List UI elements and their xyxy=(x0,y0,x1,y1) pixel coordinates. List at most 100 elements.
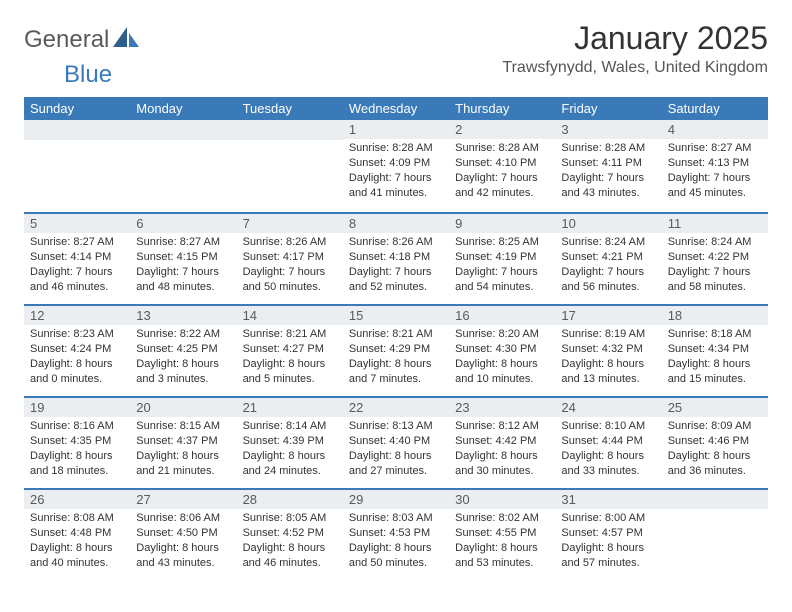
calendar-week: 19Sunrise: 8:16 AMSunset: 4:35 PMDayligh… xyxy=(24,396,768,488)
calendar-day: 9Sunrise: 8:25 AMSunset: 4:19 PMDaylight… xyxy=(449,212,555,304)
day-details: Sunrise: 8:00 AMSunset: 4:57 PMDaylight:… xyxy=(555,509,661,574)
day-number: 5 xyxy=(24,212,130,233)
day-number: 9 xyxy=(449,212,555,233)
day-number: 26 xyxy=(24,488,130,509)
day-details: Sunrise: 8:28 AMSunset: 4:09 PMDaylight:… xyxy=(343,139,449,204)
day-number: 31 xyxy=(555,488,661,509)
day-details: Sunrise: 8:18 AMSunset: 4:34 PMDaylight:… xyxy=(662,325,768,390)
calendar-day: 20Sunrise: 8:15 AMSunset: 4:37 PMDayligh… xyxy=(130,396,236,488)
title-block: January 2025 Trawsfynydd, Wales, United … xyxy=(502,20,768,77)
calendar-day: 16Sunrise: 8:20 AMSunset: 4:30 PMDayligh… xyxy=(449,304,555,396)
day-details: Sunrise: 8:27 AMSunset: 4:15 PMDaylight:… xyxy=(130,233,236,298)
day-number: 7 xyxy=(237,212,343,233)
calendar-day: 30Sunrise: 8:02 AMSunset: 4:55 PMDayligh… xyxy=(449,488,555,580)
day-number xyxy=(237,120,343,140)
calendar-day: 5Sunrise: 8:27 AMSunset: 4:14 PMDaylight… xyxy=(24,212,130,304)
day-number: 23 xyxy=(449,396,555,417)
calendar-day-empty xyxy=(24,120,130,212)
day-details: Sunrise: 8:10 AMSunset: 4:44 PMDaylight:… xyxy=(555,417,661,482)
day-details: Sunrise: 8:24 AMSunset: 4:22 PMDaylight:… xyxy=(662,233,768,298)
calendar-week: 26Sunrise: 8:08 AMSunset: 4:48 PMDayligh… xyxy=(24,488,768,580)
day-header: Tuesday xyxy=(237,97,343,120)
day-details: Sunrise: 8:21 AMSunset: 4:29 PMDaylight:… xyxy=(343,325,449,390)
calendar-day: 25Sunrise: 8:09 AMSunset: 4:46 PMDayligh… xyxy=(662,396,768,488)
day-header: Saturday xyxy=(662,97,768,120)
calendar-day: 27Sunrise: 8:06 AMSunset: 4:50 PMDayligh… xyxy=(130,488,236,580)
calendar-day: 12Sunrise: 8:23 AMSunset: 4:24 PMDayligh… xyxy=(24,304,130,396)
calendar-day: 6Sunrise: 8:27 AMSunset: 4:15 PMDaylight… xyxy=(130,212,236,304)
day-number: 30 xyxy=(449,488,555,509)
day-number: 20 xyxy=(130,396,236,417)
day-details: Sunrise: 8:02 AMSunset: 4:55 PMDaylight:… xyxy=(449,509,555,574)
day-number: 12 xyxy=(24,304,130,325)
day-details: Sunrise: 8:20 AMSunset: 4:30 PMDaylight:… xyxy=(449,325,555,390)
calendar-table: SundayMondayTuesdayWednesdayThursdayFrid… xyxy=(24,97,768,580)
calendar-day: 24Sunrise: 8:10 AMSunset: 4:44 PMDayligh… xyxy=(555,396,661,488)
calendar-day: 3Sunrise: 8:28 AMSunset: 4:11 PMDaylight… xyxy=(555,120,661,212)
day-number: 10 xyxy=(555,212,661,233)
logo-text-blue: Blue xyxy=(64,61,112,88)
calendar-head: SundayMondayTuesdayWednesdayThursdayFrid… xyxy=(24,97,768,120)
day-header: Thursday xyxy=(449,97,555,120)
day-number: 4 xyxy=(662,120,768,139)
day-details: Sunrise: 8:24 AMSunset: 4:21 PMDaylight:… xyxy=(555,233,661,298)
day-number xyxy=(130,120,236,140)
day-number: 13 xyxy=(130,304,236,325)
day-details: Sunrise: 8:28 AMSunset: 4:10 PMDaylight:… xyxy=(449,139,555,204)
day-details: Sunrise: 8:27 AMSunset: 4:13 PMDaylight:… xyxy=(662,139,768,204)
calendar-day-empty xyxy=(130,120,236,212)
day-number: 22 xyxy=(343,396,449,417)
calendar-day: 4Sunrise: 8:27 AMSunset: 4:13 PMDaylight… xyxy=(662,120,768,212)
calendar-day-empty xyxy=(662,488,768,580)
day-number: 27 xyxy=(130,488,236,509)
calendar-page: General January 2025 Trawsfynydd, Wales,… xyxy=(0,0,792,600)
day-details: Sunrise: 8:22 AMSunset: 4:25 PMDaylight:… xyxy=(130,325,236,390)
day-header: Sunday xyxy=(24,97,130,120)
calendar-day: 29Sunrise: 8:03 AMSunset: 4:53 PMDayligh… xyxy=(343,488,449,580)
day-number: 17 xyxy=(555,304,661,325)
day-details: Sunrise: 8:23 AMSunset: 4:24 PMDaylight:… xyxy=(24,325,130,390)
calendar-day: 7Sunrise: 8:26 AMSunset: 4:17 PMDaylight… xyxy=(237,212,343,304)
day-number: 11 xyxy=(662,212,768,233)
day-details: Sunrise: 8:13 AMSunset: 4:40 PMDaylight:… xyxy=(343,417,449,482)
day-header: Monday xyxy=(130,97,236,120)
day-details: Sunrise: 8:09 AMSunset: 4:46 PMDaylight:… xyxy=(662,417,768,482)
day-number: 21 xyxy=(237,396,343,417)
calendar-day: 21Sunrise: 8:14 AMSunset: 4:39 PMDayligh… xyxy=(237,396,343,488)
logo: General xyxy=(24,26,141,54)
day-details: Sunrise: 8:14 AMSunset: 4:39 PMDaylight:… xyxy=(237,417,343,482)
day-details: Sunrise: 8:27 AMSunset: 4:14 PMDaylight:… xyxy=(24,233,130,298)
calendar-day: 11Sunrise: 8:24 AMSunset: 4:22 PMDayligh… xyxy=(662,212,768,304)
calendar-day: 28Sunrise: 8:05 AMSunset: 4:52 PMDayligh… xyxy=(237,488,343,580)
calendar-day: 23Sunrise: 8:12 AMSunset: 4:42 PMDayligh… xyxy=(449,396,555,488)
day-details: Sunrise: 8:05 AMSunset: 4:52 PMDaylight:… xyxy=(237,509,343,574)
day-details: Sunrise: 8:19 AMSunset: 4:32 PMDaylight:… xyxy=(555,325,661,390)
calendar-day: 8Sunrise: 8:26 AMSunset: 4:18 PMDaylight… xyxy=(343,212,449,304)
day-number xyxy=(662,488,768,509)
day-number: 14 xyxy=(237,304,343,325)
day-details: Sunrise: 8:16 AMSunset: 4:35 PMDaylight:… xyxy=(24,417,130,482)
day-number: 18 xyxy=(662,304,768,325)
day-number: 16 xyxy=(449,304,555,325)
calendar-day: 15Sunrise: 8:21 AMSunset: 4:29 PMDayligh… xyxy=(343,304,449,396)
day-number: 8 xyxy=(343,212,449,233)
month-title: January 2025 xyxy=(502,20,768,57)
day-number xyxy=(24,120,130,140)
day-header: Wednesday xyxy=(343,97,449,120)
calendar-day: 22Sunrise: 8:13 AMSunset: 4:40 PMDayligh… xyxy=(343,396,449,488)
day-number: 2 xyxy=(449,120,555,139)
calendar-day: 26Sunrise: 8:08 AMSunset: 4:48 PMDayligh… xyxy=(24,488,130,580)
logo-sail-icon xyxy=(113,27,139,54)
calendar-day-empty xyxy=(237,120,343,212)
calendar-week: 1Sunrise: 8:28 AMSunset: 4:09 PMDaylight… xyxy=(24,120,768,212)
day-details: Sunrise: 8:28 AMSunset: 4:11 PMDaylight:… xyxy=(555,139,661,204)
day-header: Friday xyxy=(555,97,661,120)
day-number: 15 xyxy=(343,304,449,325)
day-details: Sunrise: 8:21 AMSunset: 4:27 PMDaylight:… xyxy=(237,325,343,390)
day-number: 24 xyxy=(555,396,661,417)
day-details: Sunrise: 8:08 AMSunset: 4:48 PMDaylight:… xyxy=(24,509,130,574)
day-number: 29 xyxy=(343,488,449,509)
calendar-day: 31Sunrise: 8:00 AMSunset: 4:57 PMDayligh… xyxy=(555,488,661,580)
logo-text-general: General xyxy=(24,26,109,54)
day-of-week-row: SundayMondayTuesdayWednesdayThursdayFrid… xyxy=(24,97,768,120)
